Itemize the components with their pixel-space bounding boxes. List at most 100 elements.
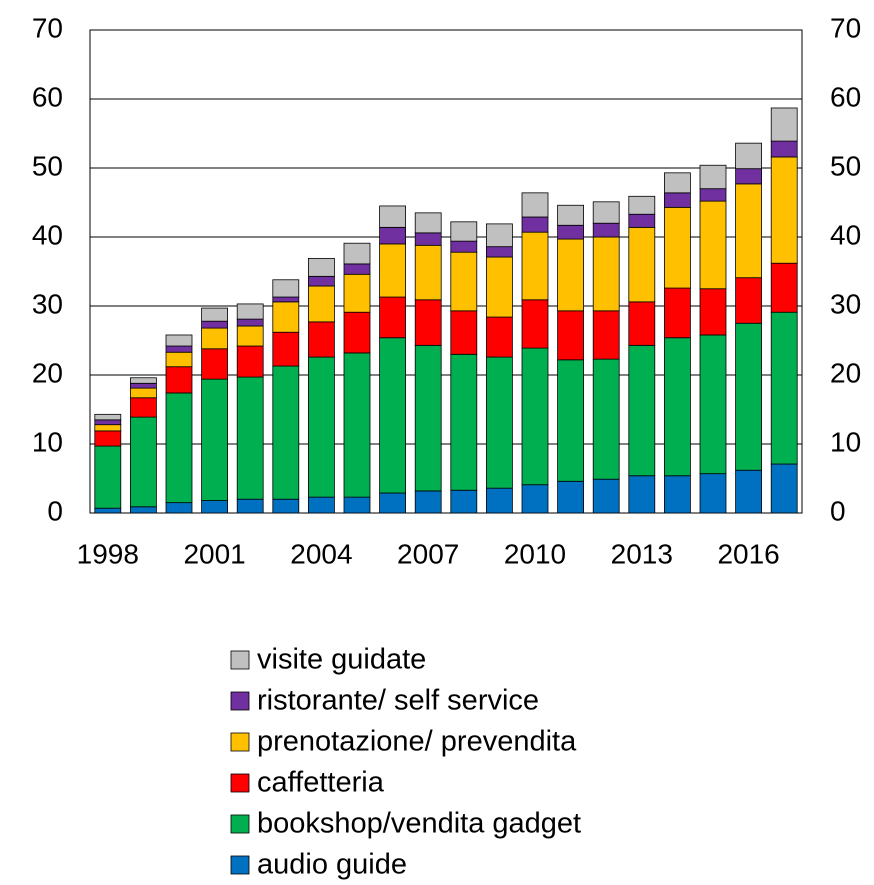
bar-segment xyxy=(628,475,656,514)
legend-swatch xyxy=(230,814,250,834)
bar-segment xyxy=(165,345,193,353)
bar-segment xyxy=(201,327,229,350)
bar-segment xyxy=(236,303,264,320)
bar-segment xyxy=(521,231,549,301)
y2-tick-label: 70 xyxy=(830,12,861,43)
y-tick-label: 10 xyxy=(32,426,63,457)
bar-segment xyxy=(664,287,691,339)
legend-label: caffetteria xyxy=(257,767,385,799)
bar-segment xyxy=(343,263,371,275)
bar-segment xyxy=(699,200,727,290)
bar-segment xyxy=(343,496,371,514)
bar-segment xyxy=(129,416,157,508)
legend-label: bookshop/vendita gadget xyxy=(257,808,581,840)
y-tick-label: 70 xyxy=(32,12,63,43)
x-tick-label: 2004 xyxy=(290,538,352,569)
bar-segment xyxy=(735,469,762,514)
y2-tick-label: 30 xyxy=(830,288,861,319)
bar-segment xyxy=(343,352,371,498)
bar-segment xyxy=(450,240,478,253)
x-tick-label: 2010 xyxy=(504,538,566,569)
bar-segment xyxy=(379,243,407,298)
bar-segment xyxy=(735,142,762,170)
bar-segment xyxy=(414,244,442,301)
bar-segment xyxy=(272,331,300,367)
plot-frame xyxy=(89,29,803,514)
bar-segment xyxy=(628,344,656,477)
y2-tick-label: 60 xyxy=(830,81,861,112)
bar-segment xyxy=(201,348,229,380)
legend-swatch xyxy=(230,773,250,793)
bar-segment xyxy=(557,224,584,240)
legend-swatch xyxy=(230,732,250,752)
bar-segment xyxy=(770,156,798,264)
legend-label: audio guide xyxy=(257,849,407,881)
bar-segment xyxy=(307,321,335,358)
bar-segment xyxy=(592,201,620,224)
bar-segment xyxy=(664,206,691,289)
bar-segment xyxy=(664,337,691,477)
bar-segment xyxy=(129,387,157,399)
bar-segment xyxy=(201,320,229,329)
bar-segment xyxy=(414,212,442,234)
bar-segment xyxy=(450,353,478,491)
bar-segment xyxy=(165,502,193,514)
bar-segment xyxy=(201,307,229,322)
bar-segment xyxy=(521,347,549,486)
bar-segment xyxy=(592,236,620,312)
bar-segment xyxy=(664,192,691,208)
bar-segment xyxy=(450,251,478,312)
bar-segment xyxy=(485,223,513,248)
bar-segment xyxy=(414,232,442,246)
bar-segment xyxy=(94,507,122,514)
x-tick-label: 1998 xyxy=(77,538,139,569)
bar-segment xyxy=(485,356,513,489)
bar-segment xyxy=(735,168,762,185)
bar-segment xyxy=(272,498,300,514)
bar-segment xyxy=(770,107,798,142)
y2-tick-label: 0 xyxy=(830,495,846,526)
bar-segment xyxy=(379,226,407,245)
bar-segment xyxy=(236,318,264,327)
bar-segment xyxy=(485,487,513,514)
bar-segment xyxy=(272,296,300,303)
bar-segment xyxy=(129,377,157,384)
bar-segment xyxy=(129,506,157,514)
legend-swatch xyxy=(230,650,250,670)
x-tick-label: 2016 xyxy=(717,538,779,569)
bar-segment xyxy=(592,222,620,238)
bar-segment xyxy=(770,463,798,514)
bar-segment xyxy=(628,226,656,303)
bar-segment xyxy=(379,205,407,228)
bar-segment xyxy=(272,301,300,333)
bar-segment xyxy=(485,246,513,258)
bar-segment xyxy=(557,204,584,226)
bar-segment xyxy=(307,496,335,514)
bar-segment xyxy=(628,213,656,228)
bar-segment xyxy=(770,140,798,158)
bar-segment xyxy=(307,356,335,498)
y-tick-label: 20 xyxy=(32,357,63,388)
bar-segment xyxy=(272,279,300,298)
x-tick-label: 2007 xyxy=(397,538,459,569)
bar-segment xyxy=(664,172,691,194)
bar-segment xyxy=(414,344,442,492)
legend-swatch xyxy=(230,855,250,875)
bar-segment xyxy=(592,478,620,514)
y-tick-label: 0 xyxy=(47,495,63,526)
y2-tick-label: 20 xyxy=(830,357,861,388)
legend-label: visite guidate xyxy=(257,644,426,676)
bar-segment xyxy=(343,311,371,354)
y2-tick-label: 50 xyxy=(830,150,861,181)
bar-segment xyxy=(414,490,442,514)
y-tick-label: 30 xyxy=(32,288,63,319)
bar-segment xyxy=(485,256,513,318)
bar-segment xyxy=(770,262,798,313)
bar-segment xyxy=(450,221,478,242)
bar-segment xyxy=(485,316,513,358)
bar-segment xyxy=(699,473,727,514)
bar-segment xyxy=(94,430,122,447)
bar-segment xyxy=(236,345,264,378)
bar-segment xyxy=(414,299,442,346)
bar-segment xyxy=(129,382,157,389)
